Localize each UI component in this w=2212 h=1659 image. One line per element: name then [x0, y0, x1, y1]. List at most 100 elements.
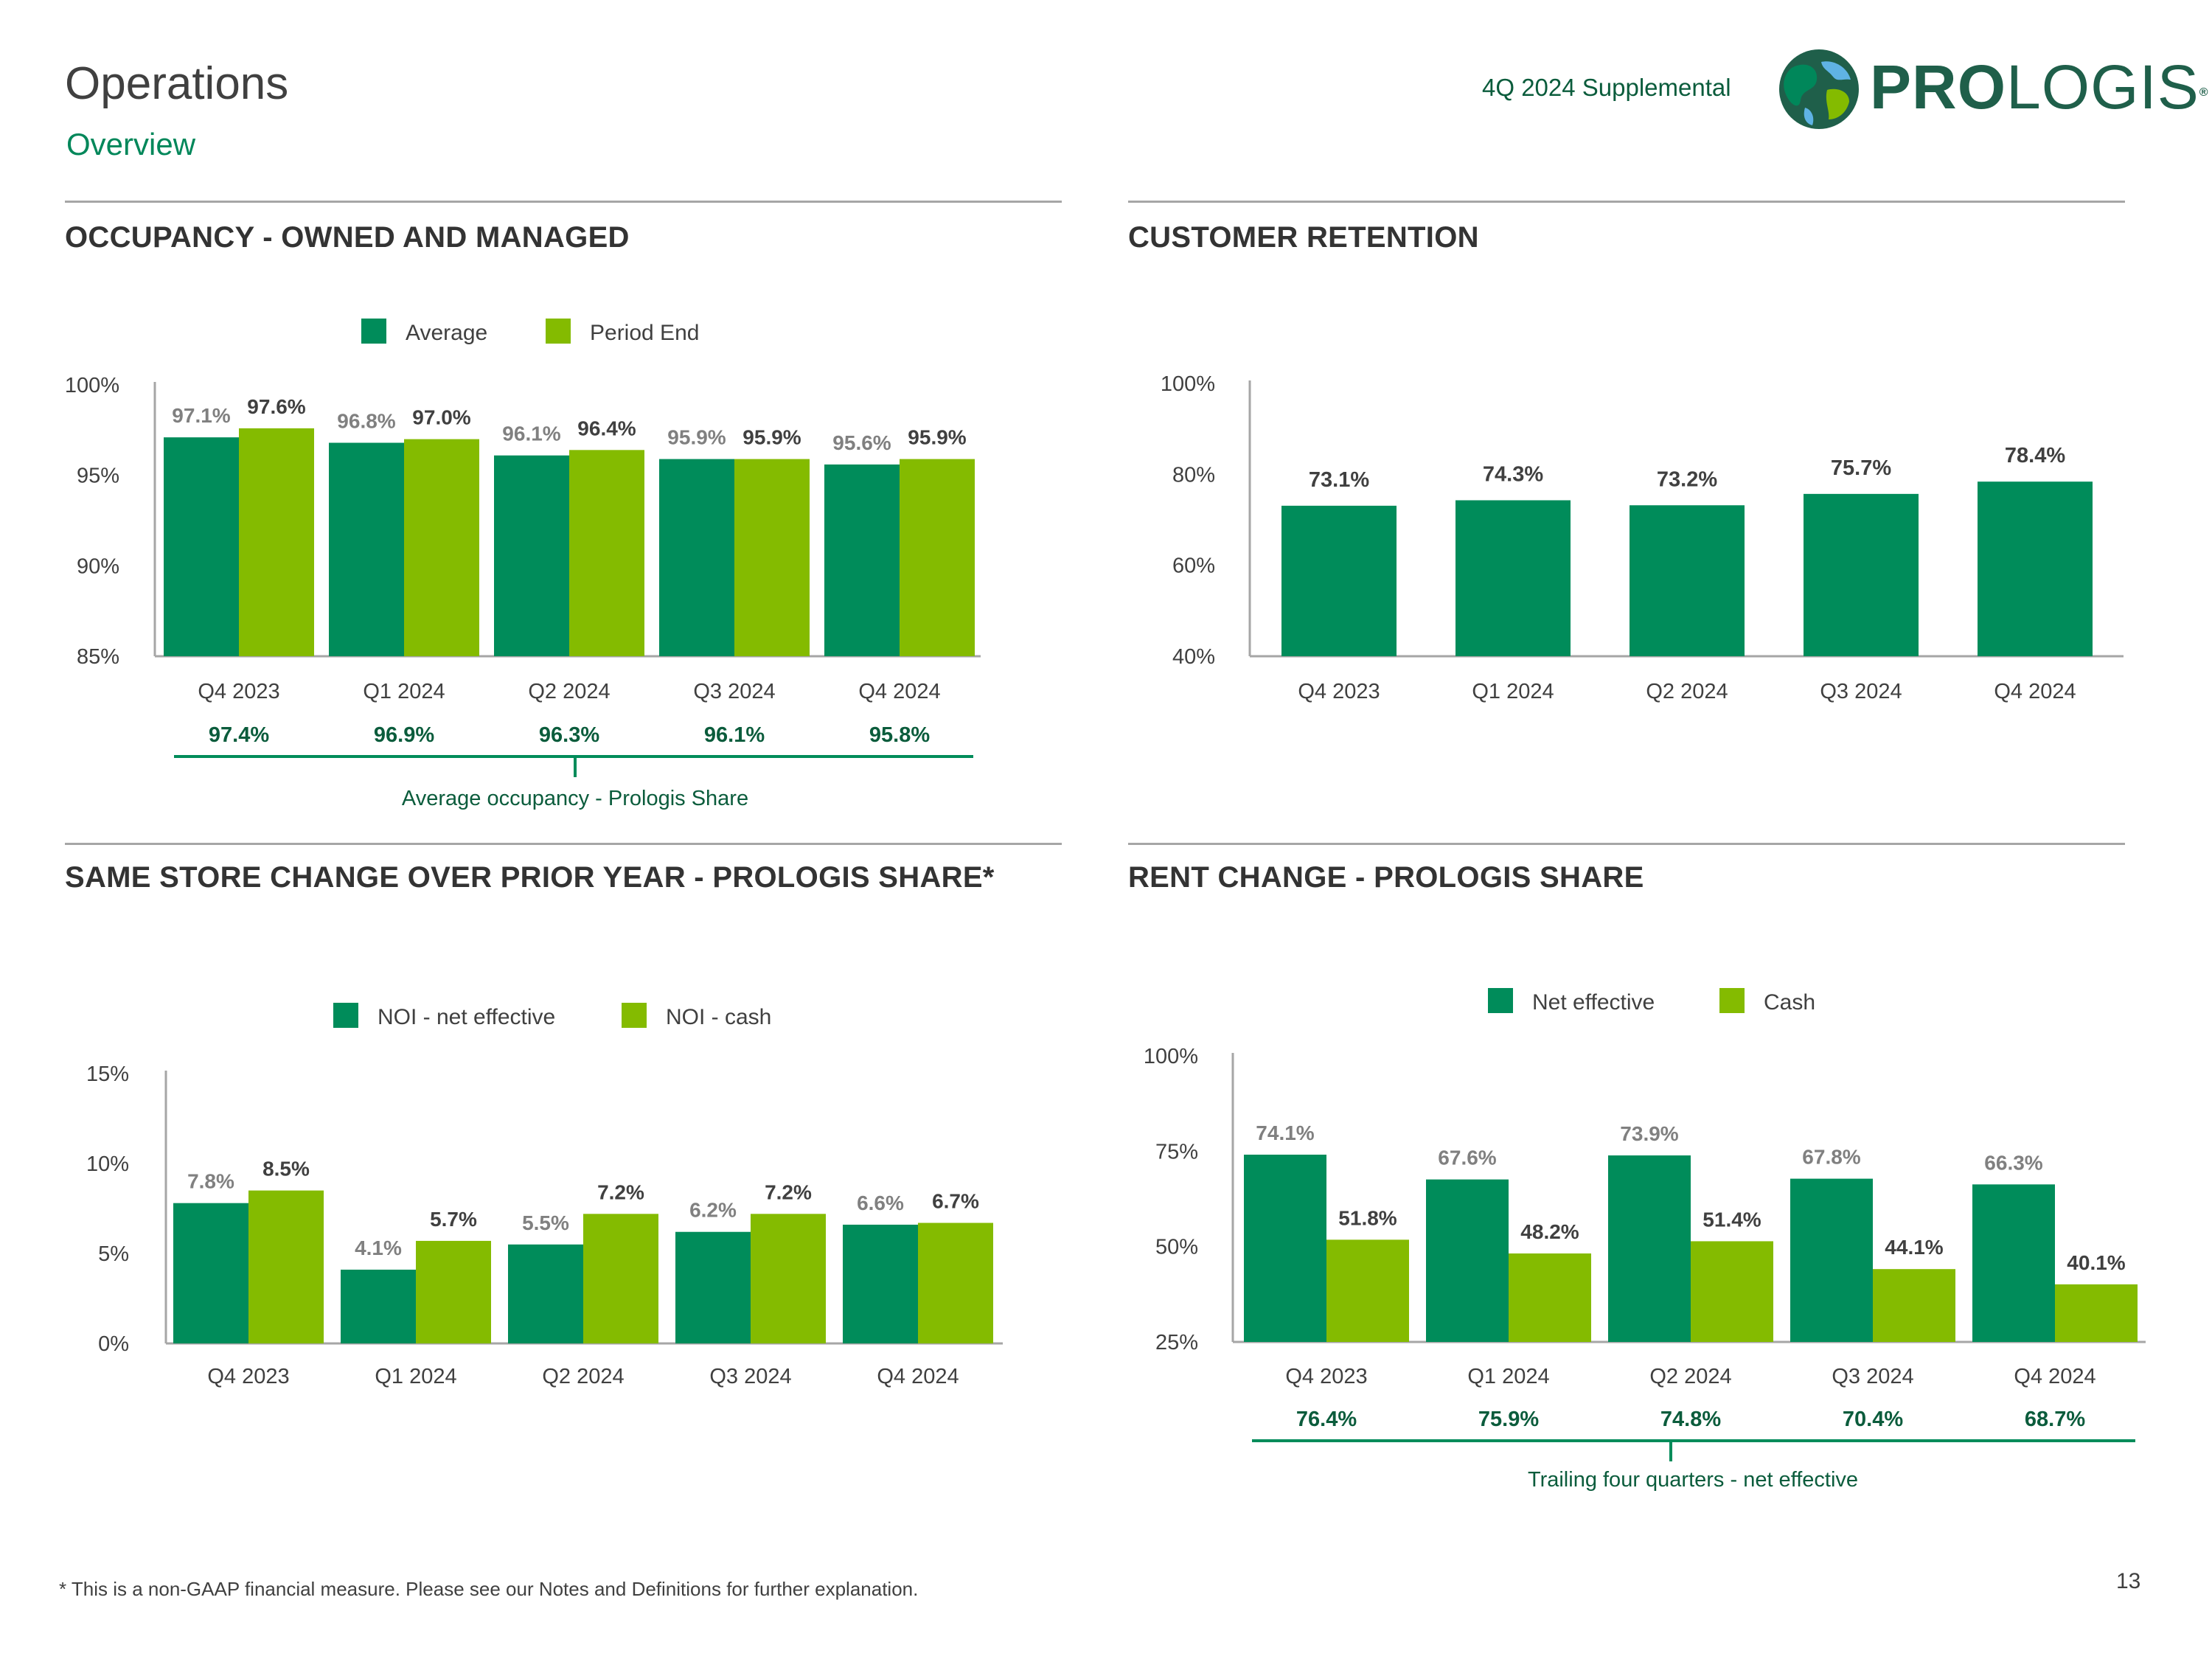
supplemental-label: 4Q 2024 Supplemental: [1482, 74, 1731, 101]
samestore-data-label: 5.7%: [430, 1208, 477, 1231]
occupancy-bar: [494, 455, 569, 656]
samestore-data-label: 8.5%: [262, 1158, 310, 1180]
rentchange-category-label: Q4 2023: [1285, 1365, 1367, 1388]
rentchange-legend-label: Net effective: [1532, 990, 1655, 1015]
retention-bar: [1978, 481, 2093, 656]
rentchange-category-label: Q1 2024: [1467, 1365, 1549, 1388]
rentchange-bar: [2055, 1284, 2138, 1342]
rentchange-category-label: Q4 2024: [2014, 1365, 2096, 1388]
occupancy-bar: [164, 437, 239, 656]
footnote: * This is a non-GAAP financial measure. …: [59, 1578, 919, 1600]
rentchange-data-label: 66.3%: [1984, 1151, 2042, 1174]
occupancy-data-label: 95.9%: [742, 426, 801, 449]
samestore-bar: [416, 1240, 491, 1343]
occupancy-data-label: 96.4%: [577, 417, 636, 439]
occupancy-summary-value: 97.4%: [209, 723, 269, 747]
retention-bar: [1804, 493, 1919, 656]
divider-rentchange: [1128, 843, 2125, 845]
samestore-bar: [173, 1203, 248, 1343]
rentchange-summary-value: 76.4%: [1296, 1408, 1357, 1431]
occupancy-title: OCCUPANCY - OWNED AND MANAGED: [65, 221, 630, 254]
samestore-bar: [751, 1214, 826, 1343]
samestore-legend-label: NOI - net effective: [378, 1005, 555, 1029]
rentchange-legend-label: Cash: [1764, 990, 1815, 1015]
rentchange-ytick-label: 100%: [1144, 1045, 1198, 1068]
retention-category-label: Q1 2024: [1472, 680, 1554, 703]
occupancy-legend-swatch: [361, 319, 386, 344]
rentchange-category-label: Q2 2024: [1649, 1365, 1731, 1388]
logo-text-light: LOGIS: [2006, 52, 2199, 122]
rentchange-summary-value: 74.8%: [1660, 1408, 1721, 1431]
occupancy-data-label: 96.8%: [337, 410, 395, 433]
rentchange-ytick-label: 50%: [1155, 1236, 1198, 1259]
occupancy-legend-label: Average: [406, 321, 487, 345]
occupancy-ytick-label: 90%: [77, 554, 119, 578]
rentchange-data-label: 44.1%: [1885, 1236, 1943, 1259]
occupancy-summary-value: 96.9%: [374, 723, 434, 747]
occupancy-data-label: 96.1%: [502, 422, 560, 445]
samestore-data-label: 7.8%: [187, 1170, 234, 1193]
samestore-bar: [843, 1224, 918, 1343]
samestore-bar: [508, 1244, 583, 1343]
logo-registered: ®: [2199, 86, 2209, 99]
occupancy-category-label: Q4 2024: [858, 680, 940, 703]
divider-samestore: [65, 843, 1062, 845]
samestore-ytick-label: 15%: [86, 1062, 129, 1086]
rentchange-data-label: 73.9%: [1620, 1122, 1678, 1145]
samestore-category-label: Q4 2024: [877, 1365, 959, 1388]
occupancy-bar: [239, 428, 314, 656]
rentchange-data-label: 40.1%: [2067, 1251, 2125, 1274]
occupancy-data-label: 95.9%: [667, 426, 726, 449]
occupancy-category-label: Q3 2024: [693, 680, 775, 703]
rentchange-bar: [1873, 1269, 1955, 1342]
rentchange-data-label: 48.2%: [1520, 1220, 1579, 1243]
occupancy-summary-value: 96.3%: [539, 723, 599, 747]
samestore-bar: [583, 1214, 658, 1343]
rentchange-ytick-label: 75%: [1155, 1140, 1198, 1164]
rentchange-legend-swatch: [1719, 988, 1745, 1013]
retention-category-label: Q2 2024: [1646, 680, 1728, 703]
retention-data-label: 74.3%: [1483, 462, 1543, 486]
samestore-bar: [675, 1231, 751, 1343]
retention-ytick-label: 80%: [1172, 463, 1215, 487]
rentchange-bar: [1426, 1179, 1509, 1342]
occupancy-bar: [329, 442, 404, 656]
rentchange-bar: [1790, 1178, 1873, 1342]
rentchange-bar: [1972, 1184, 2055, 1342]
retention-ytick-label: 40%: [1172, 645, 1215, 669]
rentchange-data-label: 51.8%: [1338, 1206, 1397, 1229]
samestore-data-label: 7.2%: [597, 1180, 644, 1203]
occupancy-category-label: Q2 2024: [528, 680, 610, 703]
samestore-data-label: 6.7%: [932, 1190, 979, 1213]
rentchange-data-label: 51.4%: [1703, 1208, 1761, 1231]
rentchange-title: RENT CHANGE - PROLOGIS SHARE: [1128, 861, 1644, 894]
samestore-bar: [918, 1222, 993, 1343]
occupancy-legend-swatch: [546, 319, 571, 344]
rentchange-bar: [1608, 1155, 1691, 1342]
retention-bar: [1281, 505, 1397, 656]
samestore-category-label: Q2 2024: [542, 1365, 624, 1388]
divider-retention: [1128, 201, 2125, 203]
page-number: 13: [2116, 1569, 2141, 1593]
samestore-legend-swatch: [622, 1003, 647, 1028]
occupancy-data-label: 97.0%: [412, 406, 470, 429]
rentchange-bar: [1691, 1241, 1773, 1342]
logo-text-bold: PRO: [1870, 52, 2007, 122]
occupancy-summary-value: 95.8%: [869, 723, 930, 747]
samestore-category-label: Q4 2023: [207, 1365, 289, 1388]
rentchange-category-label: Q3 2024: [1832, 1365, 1913, 1388]
occupancy-ytick-label: 95%: [77, 465, 119, 488]
samestore-ytick-label: 10%: [86, 1152, 129, 1176]
retention-data-label: 73.2%: [1657, 467, 1717, 491]
rentchange-bar: [1244, 1154, 1326, 1342]
samestore-data-label: 5.5%: [522, 1211, 569, 1234]
samestore-legend-label: NOI - cash: [666, 1005, 771, 1029]
occupancy-category-label: Q1 2024: [363, 680, 445, 703]
occupancy-bar: [569, 450, 644, 656]
occupancy-bar: [734, 459, 810, 656]
retention-ytick-label: 60%: [1172, 554, 1215, 578]
samestore-data-label: 4.1%: [355, 1237, 402, 1259]
occupancy-data-label: 97.1%: [172, 404, 230, 427]
rentchange-data-label: 74.1%: [1256, 1121, 1314, 1144]
